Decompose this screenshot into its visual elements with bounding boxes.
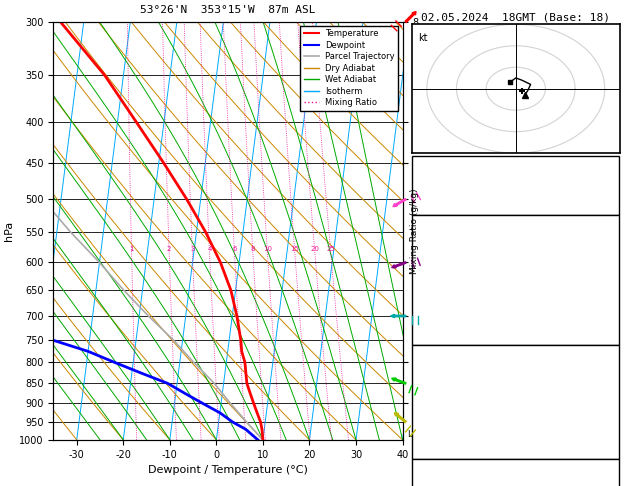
Text: 20: 20 (310, 246, 319, 252)
Text: 4: 4 (208, 246, 211, 252)
Text: CIN (J): CIN (J) (421, 326, 465, 336)
Text: 0: 0 (604, 310, 611, 320)
Text: 1: 1 (130, 246, 134, 252)
Text: 27: 27 (598, 164, 611, 174)
Text: Hodograph: Hodograph (487, 468, 544, 478)
Text: 0: 0 (604, 440, 611, 450)
Y-axis label: hPa: hPa (4, 221, 14, 241)
Text: 750: 750 (592, 376, 611, 386)
Text: Dewp (°C): Dewp (°C) (421, 262, 477, 272)
Text: CAPE (J): CAPE (J) (421, 424, 471, 434)
Bar (413, 215, 619, 345)
Text: Pressure (mb): Pressure (mb) (421, 376, 503, 386)
Text: 0: 0 (604, 326, 611, 336)
X-axis label: Dewpoint / Temperature (°C): Dewpoint / Temperature (°C) (148, 465, 308, 475)
Text: 308: 308 (592, 392, 611, 402)
Text: 8.9: 8.9 (592, 262, 611, 272)
Bar (413, 156, 619, 215)
Text: 3: 3 (190, 246, 194, 252)
Text: LCL: LCL (407, 430, 422, 439)
Legend: Temperature, Dewpoint, Parcel Trajectory, Dry Adiabat, Wet Adiabat, Isotherm, Mi: Temperature, Dewpoint, Parcel Trajectory… (301, 26, 398, 111)
Text: © weatheronline.co.uk: © weatheronline.co.uk (454, 471, 577, 481)
Text: 8: 8 (604, 294, 611, 304)
Text: 10: 10 (263, 246, 272, 252)
Text: K: K (421, 164, 427, 174)
Text: 4: 4 (604, 408, 611, 418)
Text: CAPE (J): CAPE (J) (421, 310, 471, 320)
Text: 302: 302 (592, 278, 611, 288)
Text: 02.05.2024  18GMT (Base: 18): 02.05.2024 18GMT (Base: 18) (421, 12, 610, 22)
Text: Totals Totals: Totals Totals (421, 180, 503, 191)
Text: 2.46: 2.46 (586, 196, 611, 207)
Text: 15: 15 (290, 246, 299, 252)
Text: 2: 2 (167, 246, 171, 252)
Text: Most Unstable: Most Unstable (475, 354, 557, 364)
Text: Temp (°C): Temp (°C) (421, 246, 477, 256)
Text: Lifted Index: Lifted Index (421, 294, 496, 304)
Bar (413, 345, 619, 459)
Text: kt: kt (418, 33, 428, 43)
Text: CIN (J): CIN (J) (421, 440, 465, 450)
Text: Mixing Ratio (g/kg): Mixing Ratio (g/kg) (410, 188, 419, 274)
Text: PW (cm): PW (cm) (421, 196, 465, 207)
Text: 53°26'N  353°15'W  87m ASL: 53°26'N 353°15'W 87m ASL (140, 4, 316, 15)
Text: 8: 8 (250, 246, 255, 252)
Text: 10: 10 (598, 246, 611, 256)
Text: θe(K): θe(K) (421, 278, 452, 288)
Text: θe (K): θe (K) (421, 392, 459, 402)
Text: 6: 6 (232, 246, 237, 252)
Text: Lifted Index: Lifted Index (421, 408, 496, 418)
Text: Surface: Surface (494, 224, 538, 234)
Bar (413, 459, 619, 486)
Text: 0: 0 (604, 424, 611, 434)
Text: 47: 47 (598, 180, 611, 191)
Text: 25: 25 (326, 246, 335, 252)
